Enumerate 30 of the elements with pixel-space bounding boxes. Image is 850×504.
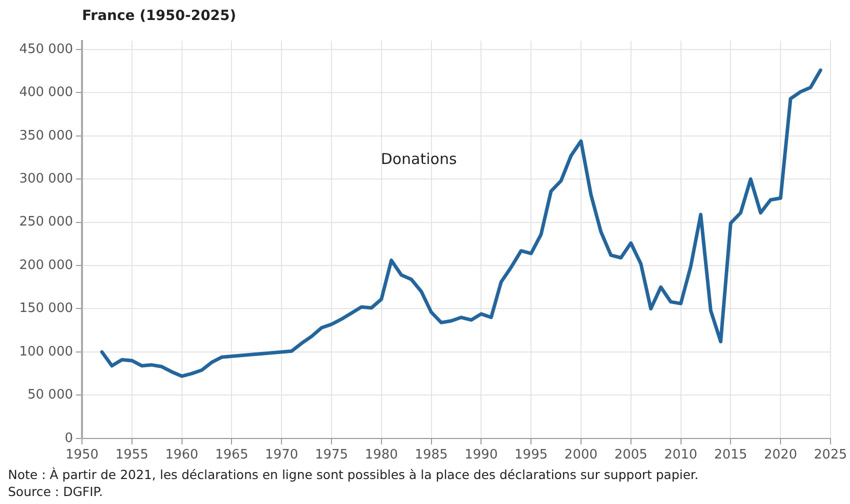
y-tick-label: 450 000 — [19, 42, 73, 57]
x-tick-label: 1970 — [265, 448, 298, 463]
y-tick-label: 100 000 — [19, 344, 73, 360]
x-tick-label: 1990 — [464, 448, 498, 463]
x-tick-label: 2010 — [664, 448, 698, 463]
y-tick-label: 150 000 — [19, 301, 73, 316]
x-tick-label: 1985 — [414, 448, 448, 463]
x-tick-label: 2015 — [714, 448, 748, 463]
x-tick-label: 1975 — [314, 448, 348, 463]
y-tick-label: 0 — [64, 430, 73, 446]
y-tick-label: 400 000 — [19, 85, 73, 100]
x-tick-label: 2005 — [614, 448, 648, 463]
y-tick-label: 300 000 — [19, 171, 73, 186]
x-tick-label: 1960 — [165, 448, 198, 463]
x-tick-label: 1995 — [514, 448, 548, 463]
y-tick-label: 200 000 — [19, 258, 73, 273]
x-tick-label: 1950 — [65, 448, 99, 463]
x-tick-label: 2020 — [764, 448, 798, 463]
text: Donations — [380, 150, 457, 168]
text: Note : À partir de 2021, les déclarations en ligne sont possibles à la place des déclarations sur support papier. — [8, 466, 699, 483]
y-tick-label: 350 000 — [19, 128, 73, 144]
source-note: Source : DGFIP. — [8, 483, 104, 500]
x-tick-label: 1965 — [215, 448, 248, 463]
y-tick-label: 250 000 — [19, 214, 73, 230]
chart-title: France (1950-2025) — [82, 8, 236, 24]
y-tick-label: 50 000 — [28, 388, 73, 403]
x-tick-label: 1980 — [364, 448, 398, 463]
x-tick-label: 2000 — [564, 448, 598, 463]
x-tick-label: 1955 — [115, 448, 148, 463]
x-tick-label: 2025 — [814, 448, 848, 463]
